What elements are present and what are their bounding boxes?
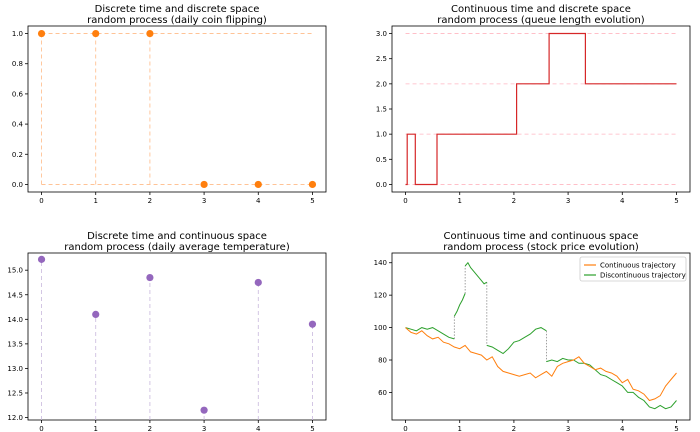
y-tick-label: 0.0 [376, 181, 387, 189]
x-tick-label: 4 [620, 197, 625, 205]
y-tick-label: 0.8 [12, 60, 23, 68]
discontinuous-trajectory-line [453, 293, 466, 317]
discontinuous-trajectory-line [486, 327, 547, 355]
panel-discrete-discrete: Discrete time and discrete space random … [12, 4, 327, 205]
panel1-title-line2: random process (daily coin flipping) [87, 15, 267, 26]
x-tick-label: 5 [310, 425, 314, 432]
continuous-trajectory-line [405, 327, 677, 402]
axes-frame [391, 252, 691, 421]
data-point [200, 406, 208, 414]
data-point [146, 29, 154, 38]
x-tick-label: 1 [457, 197, 461, 205]
x-tick-label: 0 [39, 425, 43, 432]
y-tick-label: 13.0 [7, 365, 23, 373]
x-tick-label: 1 [457, 425, 461, 432]
panel2-title-line2: random process (queue length evolution) [437, 15, 644, 26]
panel3-title-line2: random process (daily average temperatur… [64, 242, 290, 253]
x-tick-label: 0 [403, 197, 407, 205]
data-point [92, 310, 100, 318]
data-point [146, 273, 154, 282]
y-tick-label: 0.0 [12, 181, 23, 189]
y-tick-label: 0.4 [12, 121, 24, 129]
y-tick-label: 2.0 [376, 80, 387, 88]
y-tick-label: 14.5 [7, 291, 23, 299]
data-point [37, 29, 46, 38]
data-point [308, 320, 317, 328]
x-tick-label: 3 [566, 197, 570, 205]
y-tick-label: 60 [378, 389, 387, 397]
y-tick-label: 100 [374, 324, 387, 332]
panel3-title-line1: Discrete time and continuous space [87, 231, 267, 242]
data-point [92, 29, 100, 38]
y-tick-label: 80 [378, 357, 387, 365]
legend-label: Discontinuous trajectory [600, 272, 686, 280]
y-tick-label: 14.0 [7, 316, 23, 324]
x-tick-label: 1 [93, 425, 97, 432]
y-tick-label: 1.0 [376, 131, 387, 139]
x-tick-label: 4 [256, 425, 261, 432]
panel-continuous-discrete: Continuous time and discrete space rando… [376, 4, 691, 205]
y-tick-label: 12.5 [7, 389, 23, 397]
y-tick-label: 1.0 [12, 30, 23, 38]
discontinuous-trajectory-line [405, 327, 455, 340]
x-tick-label: 0 [39, 197, 43, 205]
y-tick-label: 120 [374, 292, 387, 300]
data-point [37, 255, 46, 263]
queue-step-line [405, 32, 677, 186]
y-tick-label: 0.2 [12, 151, 23, 159]
y-tick-label: 0.6 [12, 90, 24, 98]
legend-label: Continuous trajectory [600, 262, 676, 270]
y-tick-label: 3.0 [376, 30, 387, 38]
x-tick-label: 1 [93, 197, 97, 205]
x-tick-label: 2 [512, 425, 516, 432]
y-tick-label: 13.5 [7, 340, 23, 348]
panel1-plot: 0 1 2 3 4 5 0.0 0.2 0.4 0.6 0.8 1.0 [12, 25, 327, 205]
x-tick-label: 4 [620, 425, 625, 432]
axes-frame [27, 252, 327, 421]
data-point [254, 180, 262, 189]
y-tick-label: 12.0 [7, 414, 23, 422]
panel4-plot: 0 1 2 3 4 5 60 80 100 120 140 Continuous trajectory… [374, 252, 691, 432]
x-tick-label: 3 [202, 425, 206, 432]
x-tick-label: 2 [148, 425, 152, 432]
y-tick-label: 0.5 [376, 156, 387, 164]
x-tick-label: 5 [674, 197, 678, 205]
y-tick-label: 2.5 [376, 55, 387, 63]
discontinuous-trajectory-line [546, 357, 677, 410]
y-tick-label: 15.0 [7, 267, 23, 275]
x-tick-label: 3 [566, 425, 570, 432]
discontinuous-trajectory-line [464, 261, 488, 285]
data-point [308, 180, 317, 189]
x-tick-label: 5 [310, 197, 314, 205]
panel-discrete-continuous: Discrete time and continuous space rando… [7, 231, 327, 432]
axes-frame [27, 25, 327, 193]
panel-continuous-continuous: Continuous time and continuous space ran… [374, 231, 691, 432]
y-tick-label: 140 [374, 259, 387, 267]
panel4-title-line2: random process (stock price evolution) [443, 242, 639, 253]
legend-box [579, 256, 687, 282]
panel2-plot: 0 1 2 3 4 5 0.0 0.5 1.0 1.5 2.0 2.5 3.0 [376, 25, 691, 205]
data-point [254, 278, 262, 287]
y-tick-label: 1.5 [376, 106, 387, 114]
x-tick-label: 5 [674, 425, 678, 432]
x-tick-label: 3 [202, 197, 206, 205]
data-point [200, 180, 208, 189]
x-tick-label: 2 [512, 197, 516, 205]
panel2-title-line1: Continuous time and discrete space [451, 4, 631, 15]
panel3-plot: 0 1 2 3 4 5 12.0 12.5 13.0 13.5 14.0 14.5 15.0 [7, 252, 327, 432]
x-tick-label: 0 [403, 425, 407, 432]
panel4-title-line1: Continuous time and continuous space [444, 231, 639, 242]
x-tick-label: 2 [148, 197, 152, 205]
panel1-title-line1: Discrete time and discrete space [95, 4, 260, 15]
x-tick-label: 4 [256, 197, 261, 205]
